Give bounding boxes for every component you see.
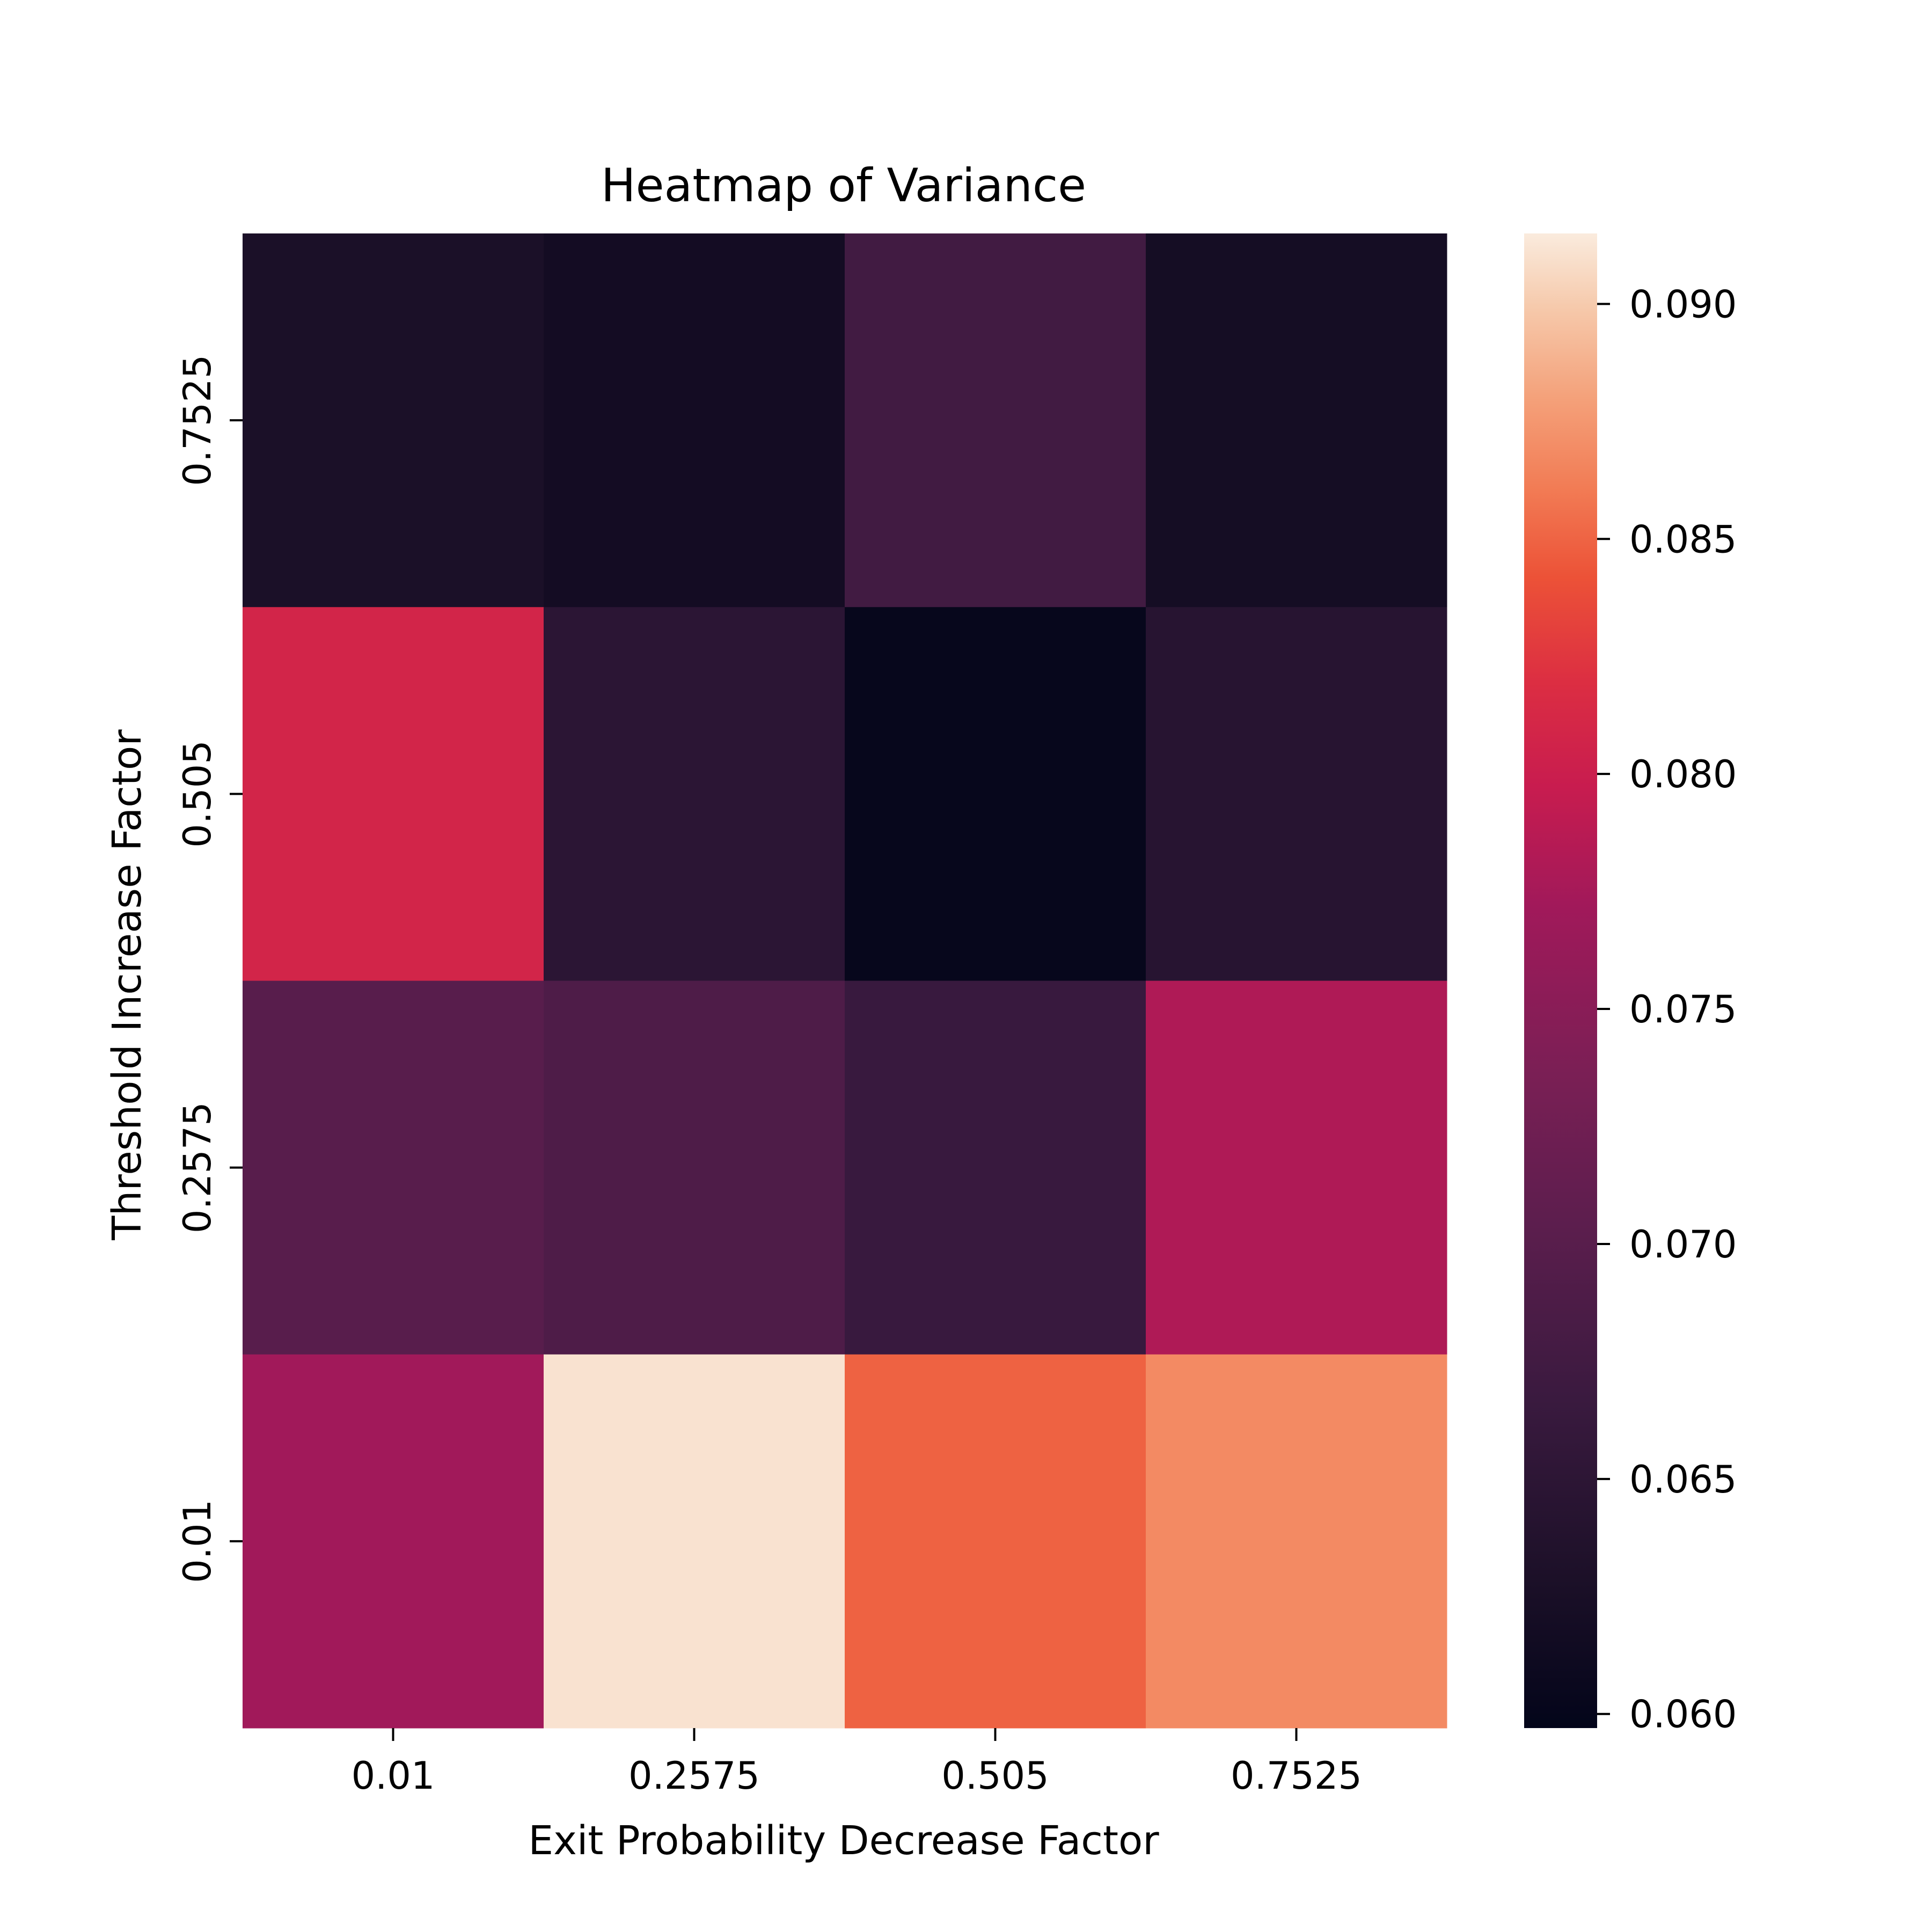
x-tick-label: 0.01 (352, 1754, 435, 1798)
heatmap-cell (845, 607, 1146, 981)
heatmap-cell (1146, 980, 1447, 1355)
heatmap-cell (1146, 1354, 1447, 1729)
y-tick-label: 0.2575 (175, 1102, 219, 1233)
heatmap-cell (544, 233, 845, 608)
colorbar-tick-label: 0.090 (1629, 282, 1737, 326)
y-tick-label: 0.7525 (175, 355, 219, 486)
colorbar-tick-label: 0.070 (1629, 1223, 1737, 1267)
x-axis-label: Exit Probability Decrease Factor (528, 1818, 1159, 1864)
heatmap-cells (243, 233, 1447, 1729)
heatmap-cell (1146, 607, 1447, 981)
colorbar-tick-label: 0.065 (1629, 1458, 1737, 1502)
colorbar (1524, 233, 1597, 1728)
colorbar-tick-label: 0.080 (1629, 752, 1737, 796)
heatmap-cell (243, 1354, 544, 1729)
x-axis-ticks: 0.01 0.2575 0.505 0.7525 (352, 1728, 1362, 1798)
y-tick-label: 0.01 (175, 1499, 219, 1583)
x-tick-label: 0.7525 (1231, 1754, 1362, 1798)
chart-title: Heatmap of Variance (601, 159, 1086, 213)
heatmap-cell (845, 1354, 1146, 1729)
heatmap-cell (243, 233, 544, 608)
heatmap-cell (544, 1354, 845, 1729)
x-tick-label: 0.505 (941, 1754, 1049, 1798)
colorbar-tick-label: 0.075 (1629, 987, 1737, 1031)
heatmap-cell (243, 607, 544, 981)
heatmap-cell (544, 607, 845, 981)
heatmap-cell (845, 233, 1146, 608)
y-axis-ticks: 0.7525 0.505 0.2575 0.01 (175, 355, 243, 1583)
heatmap-cell (1146, 233, 1447, 608)
heatmap-cell (845, 980, 1146, 1355)
y-axis-label: Threshold Increase Factor (104, 729, 150, 1241)
colorbar-ticks: 0.060 0.065 0.070 0.075 0.080 0.085 0.090 (1597, 282, 1737, 1737)
y-tick-label: 0.505 (175, 740, 219, 847)
colorbar-tick-label: 0.060 (1629, 1693, 1737, 1737)
colorbar-tick-label: 0.085 (1629, 517, 1737, 561)
x-tick-label: 0.2575 (628, 1754, 760, 1798)
heatmap-cell (544, 980, 845, 1355)
heatmap-cell (243, 980, 544, 1355)
